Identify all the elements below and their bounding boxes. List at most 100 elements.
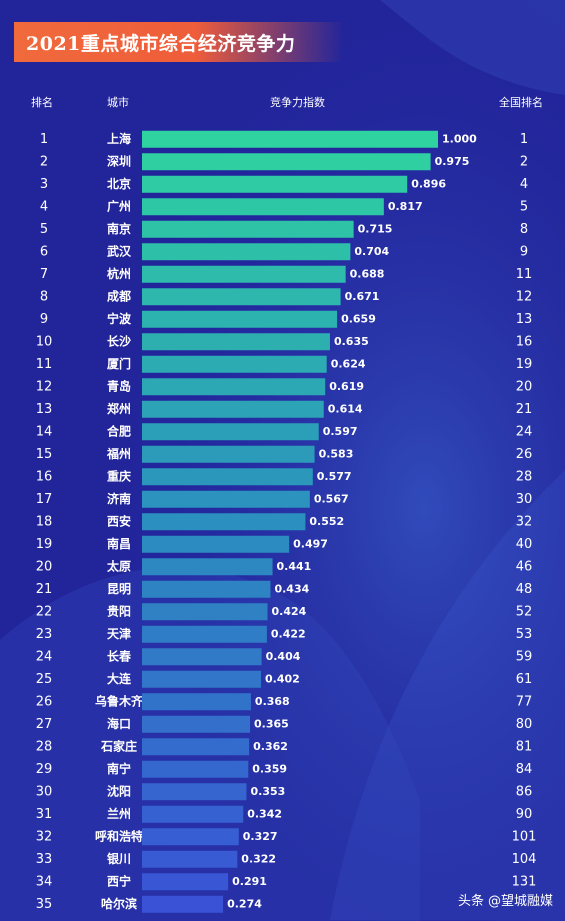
value-label: 1.000 [442, 132, 477, 145]
city-label: 南宁 [107, 761, 131, 776]
rank-label: 20 [36, 559, 53, 574]
rank-label: 16 [36, 469, 53, 484]
value-label: 0.368 [255, 695, 290, 708]
bar [142, 490, 310, 508]
bar [142, 355, 327, 373]
bar [142, 400, 324, 418]
city-label: 杭州 [107, 266, 131, 281]
page-title: 2021重点城市综合经济竞争力 [26, 32, 296, 55]
rank-label: 35 [36, 897, 53, 912]
bar [142, 580, 271, 598]
national-rank-label: 13 [516, 312, 533, 327]
watermark: 头条 @望城融媒 [458, 890, 553, 909]
value-label: 0.583 [319, 447, 354, 460]
city-label: 乌鲁木齐 [95, 693, 144, 708]
national-rank-label: 16 [516, 334, 533, 349]
rank-label: 32 [36, 829, 53, 844]
value-label: 0.614 [328, 402, 363, 415]
rank-label: 9 [40, 312, 48, 327]
national-rank-label: 19 [516, 357, 533, 372]
bar [142, 153, 431, 171]
city-label: 上海 [107, 131, 131, 146]
national-rank-label: 86 [516, 784, 533, 799]
city-label: 呼和浩特 [95, 828, 143, 843]
bar [142, 625, 267, 643]
value-label: 0.353 [250, 785, 285, 798]
city-label: 济南 [107, 491, 131, 506]
national-rank-label: 20 [516, 379, 533, 394]
rank-label: 33 [36, 852, 53, 867]
value-label: 0.688 [350, 267, 385, 280]
rank-label: 28 [36, 739, 53, 754]
title-banner: 2021重点城市综合经济竞争力 [14, 22, 344, 62]
value-label: 0.402 [265, 672, 300, 685]
rank-label: 6 [40, 244, 48, 259]
city-label: 天津 [107, 626, 131, 641]
rank-label: 27 [36, 717, 53, 732]
rank-label: 14 [36, 424, 53, 439]
city-label: 深圳 [107, 153, 131, 168]
national-rank-label: 40 [516, 537, 533, 552]
value-label: 0.635 [334, 335, 369, 348]
rank-label: 12 [36, 379, 53, 394]
value-label: 0.497 [293, 537, 328, 550]
bar [142, 738, 250, 756]
city-label: 福州 [106, 446, 131, 461]
watermark-prefix: 头条 [457, 894, 484, 909]
value-label: 0.704 [354, 245, 389, 258]
national-rank-label: 11 [516, 267, 533, 282]
city-label: 昆明 [107, 582, 131, 596]
national-rank-label: 77 [516, 694, 533, 709]
bar [142, 310, 338, 328]
value-label: 0.975 [435, 155, 470, 168]
city-label: 兰州 [107, 806, 131, 821]
value-label: 0.896 [411, 177, 446, 190]
city-label: 西安 [107, 513, 131, 528]
value-label: 0.441 [277, 560, 312, 573]
value-label: 0.597 [323, 425, 358, 438]
rank-label: 29 [36, 762, 53, 777]
city-label: 西宁 [107, 873, 131, 888]
national-rank-label: 59 [516, 649, 533, 664]
city-label: 哈尔滨 [101, 896, 137, 911]
rank-label: 5 [40, 222, 48, 237]
bar [142, 603, 268, 621]
bar [142, 333, 330, 351]
national-rank-label: 53 [516, 627, 533, 642]
rank-label: 1 [40, 132, 48, 147]
city-label: 成都 [107, 288, 131, 303]
city-label: 银川 [107, 851, 131, 866]
national-rank-label: 90 [516, 807, 533, 822]
national-rank-label: 52 [516, 604, 533, 619]
city-label: 沈阳 [107, 783, 131, 798]
national-rank-label: 1 [520, 132, 528, 147]
rank-label: 13 [36, 402, 53, 417]
rank-label: 25 [36, 672, 53, 687]
value-label: 0.362 [253, 740, 288, 753]
city-label: 海口 [107, 716, 131, 731]
national-rank-label: 131 [512, 874, 537, 889]
bar [142, 805, 244, 823]
bar [142, 468, 313, 486]
national-rank-label: 81 [516, 739, 533, 754]
city-label: 大连 [107, 671, 132, 686]
bar [142, 265, 346, 283]
city-label: 宁波 [107, 311, 132, 326]
bar [142, 783, 247, 801]
rank-label: 15 [36, 447, 53, 462]
national-rank-label: 104 [512, 852, 537, 867]
national-rank-label: 12 [516, 289, 533, 304]
bar [142, 895, 224, 913]
bar [142, 198, 384, 216]
header-national-rank: 全国排名 [499, 96, 543, 109]
national-rank-label: 24 [516, 424, 533, 439]
city-label: 南京 [107, 221, 131, 236]
value-label: 0.322 [241, 852, 276, 865]
value-label: 0.552 [309, 515, 344, 528]
bar [142, 535, 290, 553]
rank-label: 8 [40, 289, 48, 304]
bar [142, 828, 239, 846]
national-rank-label: 21 [516, 402, 533, 417]
national-rank-label: 61 [516, 672, 533, 687]
